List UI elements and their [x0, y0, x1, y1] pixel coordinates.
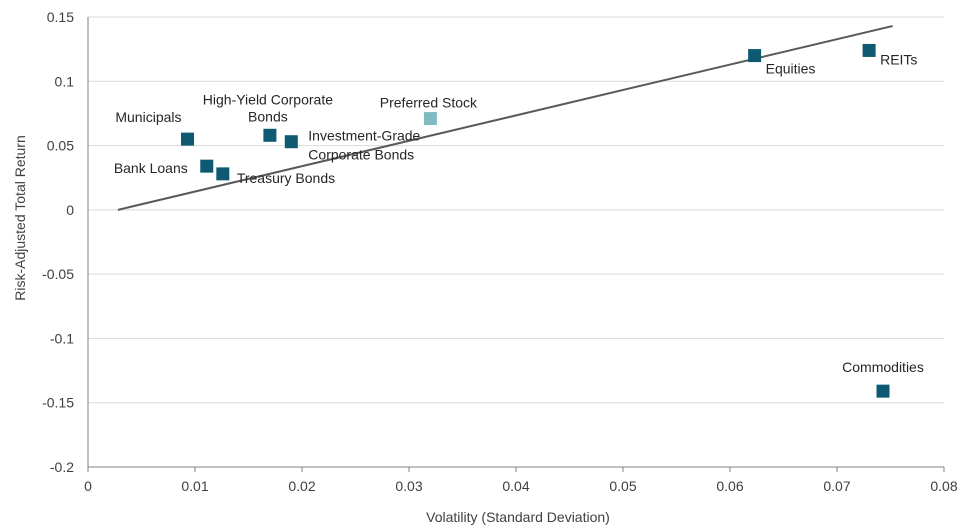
y-tick-label: -0.1: [50, 330, 74, 346]
data-point: [423, 112, 437, 126]
x-tick-label: 0.04: [502, 478, 529, 494]
data-point: [748, 49, 762, 63]
x-tick-label: 0.01: [181, 478, 208, 494]
y-tick-label: -0.2: [50, 459, 74, 475]
y-tick-label: 0.05: [47, 138, 74, 154]
data-point: [862, 43, 876, 57]
x-tick-label: 0: [84, 478, 92, 494]
data-label: Equities: [766, 61, 816, 77]
data-label: Commodities: [842, 359, 924, 375]
data-point: [876, 384, 890, 398]
y-tick-label: 0: [66, 202, 74, 218]
data-label: High-Yield Corporate Bonds: [203, 91, 333, 124]
y-tick-label: -0.05: [42, 266, 74, 282]
x-tick-label: 0.02: [288, 478, 315, 494]
x-axis-title: Volatility (Standard Deviation): [426, 509, 610, 525]
data-label: Preferred Stock: [380, 95, 478, 111]
data-point: [263, 128, 277, 142]
x-tick-label: 0.07: [823, 478, 850, 494]
y-tick-label: 0.15: [47, 9, 74, 25]
x-tick-label: 0.05: [609, 478, 636, 494]
trendline: [117, 25, 893, 211]
data-label: REITs: [880, 51, 917, 67]
data-point: [216, 167, 230, 181]
data-label: Investment-Grade Corporate Bonds: [308, 128, 420, 163]
data-label: Bank Loans: [114, 160, 188, 176]
data-point: [181, 132, 195, 146]
y-tick-label: 0.1: [55, 73, 75, 89]
data-point: [200, 159, 214, 173]
data-point: [284, 135, 298, 149]
data-label: Municipals: [115, 109, 181, 125]
data-label: Treasury Bonds: [237, 170, 335, 186]
x-tick-label: 0.06: [716, 478, 743, 494]
y-axis-title: Risk-Adjusted Total Return: [12, 135, 28, 300]
x-tick-label: 0.03: [395, 478, 422, 494]
y-tick-label: -0.15: [42, 395, 74, 411]
x-tick-label: 0.08: [930, 478, 957, 494]
